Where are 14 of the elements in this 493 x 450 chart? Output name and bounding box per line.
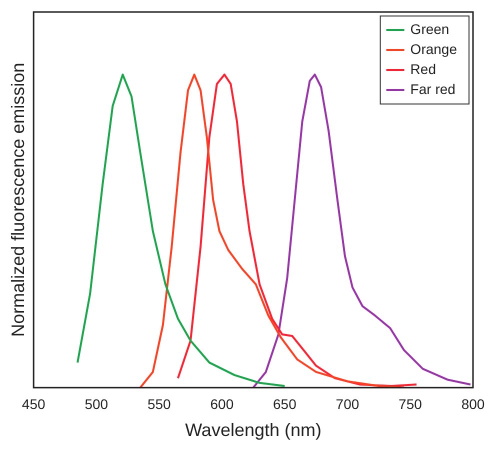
x-tick-label: 450 (22, 396, 46, 412)
x-tick-label: 500 (84, 396, 108, 412)
legend-label: Green (410, 20, 450, 37)
x-tick-label: 800 (461, 396, 485, 412)
y-axis-title: Normalized fluorescence emission (8, 62, 28, 337)
x-tick-label: 550 (147, 396, 172, 412)
x-axis-title: Wavelength (nm) (185, 420, 322, 440)
legend-label: Orange (410, 40, 458, 57)
x-tick-label: 700 (336, 396, 360, 412)
x-tick-label: 750 (398, 396, 422, 412)
x-tick-label: 600 (210, 396, 234, 412)
legend-label: Far red (410, 80, 456, 97)
x-tick-label: 650 (273, 396, 297, 412)
legend-label: Red (410, 60, 436, 77)
